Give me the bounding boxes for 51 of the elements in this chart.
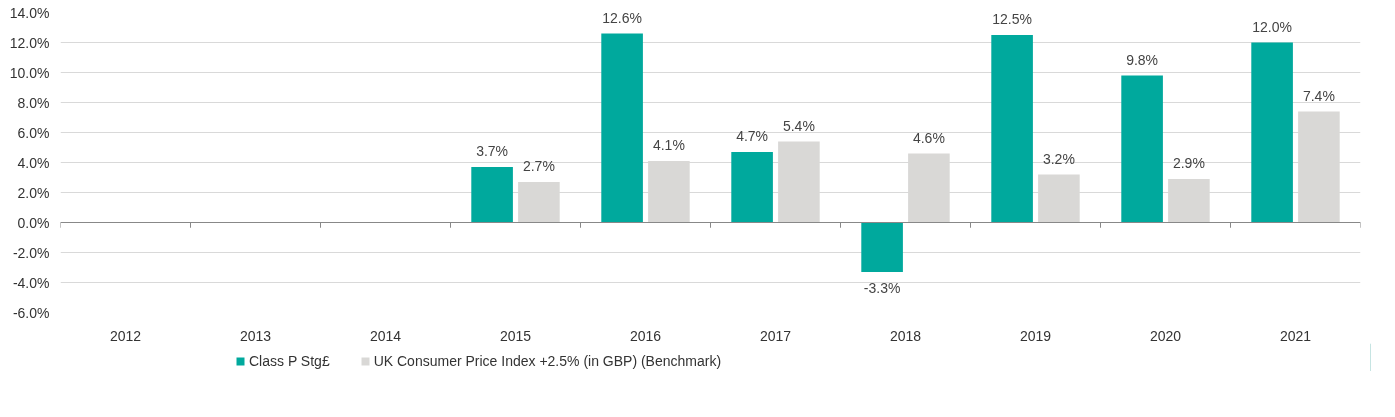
- x-tick-label: 2016: [629, 327, 662, 344]
- data-label: 12.6%: [602, 9, 642, 26]
- y-tick-label: 12.0%: [9, 34, 50, 51]
- data-label: 4.6%: [912, 129, 945, 146]
- x-tick-label: 2019: [1019, 327, 1052, 344]
- data-label: 2.7%: [522, 158, 555, 174]
- data-label: 2.9%: [1172, 155, 1205, 171]
- x-tick-label: 2015: [499, 327, 532, 344]
- data-label: 3.2%: [1042, 150, 1075, 167]
- data-label: 7.4%: [1302, 87, 1335, 104]
- y-tick-label: 4.0%: [17, 154, 50, 171]
- bar: [1298, 111, 1340, 223]
- legend-label: UK Consumer Price Index +2.5% (in GBP) (Benchmark): [373, 353, 722, 369]
- x-tick-label: 2017: [759, 327, 792, 344]
- bar: [778, 141, 820, 223]
- bar: [991, 35, 1033, 223]
- bar: [601, 33, 643, 223]
- y-tick-label: 6.0%: [17, 124, 50, 141]
- bar: [861, 222, 903, 272]
- legend-label: Class P Stg£: [249, 353, 330, 369]
- bar: [731, 152, 773, 223]
- data-label: 4.7%: [736, 128, 769, 144]
- bar: [471, 167, 513, 223]
- x-tick-label: 2013: [239, 327, 272, 344]
- bar: [648, 161, 690, 223]
- y-tick-label: -6.0%: [12, 304, 50, 321]
- y-tick-label: 0.0%: [17, 214, 50, 231]
- bar: [1038, 174, 1080, 223]
- x-tick-label: 2021: [1279, 327, 1312, 344]
- y-tick-label: 8.0%: [17, 94, 50, 111]
- bar: [1168, 179, 1210, 223]
- x-tick-label: 2014: [369, 327, 402, 344]
- x-tick-label: 2020: [1149, 327, 1182, 344]
- y-tick-label: 2.0%: [17, 184, 50, 201]
- bar: [1121, 75, 1163, 223]
- data-label: 5.4%: [782, 117, 815, 134]
- bar: [518, 182, 560, 223]
- y-tick-label: 14.0%: [9, 4, 50, 21]
- data-label: -3.3%: [863, 280, 901, 296]
- y-tick-label: 10.0%: [9, 64, 50, 81]
- data-label: 12.0%: [1252, 18, 1292, 35]
- data-label: 3.7%: [476, 143, 509, 159]
- data-label: 9.8%: [1126, 51, 1159, 68]
- bar: [1251, 42, 1293, 223]
- bar: [908, 153, 950, 223]
- data-label: 12.5%: [992, 11, 1032, 27]
- data-label: 4.1%: [652, 137, 685, 153]
- y-tick-label: -4.0%: [12, 274, 50, 291]
- y-tick-label: -2.0%: [12, 244, 50, 261]
- x-tick-label: 2018: [889, 327, 922, 344]
- x-tick-label: 2012: [109, 327, 142, 344]
